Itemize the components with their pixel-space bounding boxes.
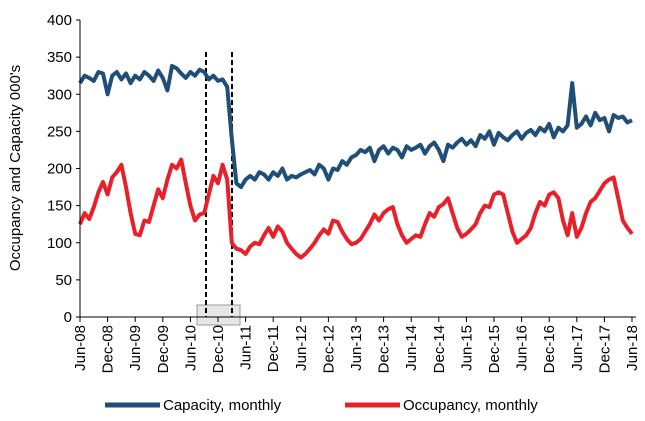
x-tick-label: Jun-09 (127, 325, 144, 371)
x-tick-label: Dec-16 (541, 325, 558, 373)
x-tick-label: Jun-17 (569, 325, 586, 371)
x-tick-label: Dec-11 (265, 325, 282, 372)
y-tick-label: 150 (47, 198, 72, 215)
y-tick-label: 300 (47, 86, 72, 103)
highlight-box (196, 304, 241, 326)
x-tick-label: Dec-09 (155, 325, 172, 373)
x-tick-label: Jun-12 (293, 325, 310, 371)
y-tick-label: 50 (55, 272, 72, 289)
x-tick-label: Dec-17 (596, 325, 613, 373)
x-tick-label: Jun-18 (624, 325, 641, 371)
legend-label: Occupancy, monthly (403, 397, 538, 414)
x-tick-label: Jun-16 (514, 325, 531, 371)
x-tick-label: Dec-13 (376, 325, 393, 373)
series-line (78, 64, 633, 190)
legend-label: Capacity, monthly (163, 397, 282, 414)
y-tick-label: 350 (47, 49, 72, 66)
x-tick-label: Jun-08 (72, 325, 89, 371)
series-line (78, 157, 634, 260)
x-tick-label: Jun-15 (458, 325, 475, 371)
x-tick-label: Jun-13 (348, 325, 365, 371)
y-tick-label: 250 (47, 123, 72, 140)
x-tick-label: Jun-14 (403, 325, 420, 371)
y-tick-label: 0 (64, 309, 72, 326)
x-tick-label: Dec-14 (431, 325, 448, 373)
y-tick-label: 400 (47, 12, 72, 29)
x-tick-label: Jun-10 (182, 325, 199, 371)
y-axis-title: Occupancy and Capacity 000's (7, 65, 24, 271)
y-tick-label: 100 (47, 235, 72, 252)
x-tick-label: Dec-08 (100, 325, 117, 373)
x-tick-label: Dec-12 (320, 325, 337, 373)
y-tick-label: 200 (47, 161, 72, 178)
x-tick-label: Dec-15 (486, 325, 503, 373)
x-tick-label: Jun-11 (238, 325, 255, 370)
x-tick-label: Dec-10 (210, 325, 227, 373)
